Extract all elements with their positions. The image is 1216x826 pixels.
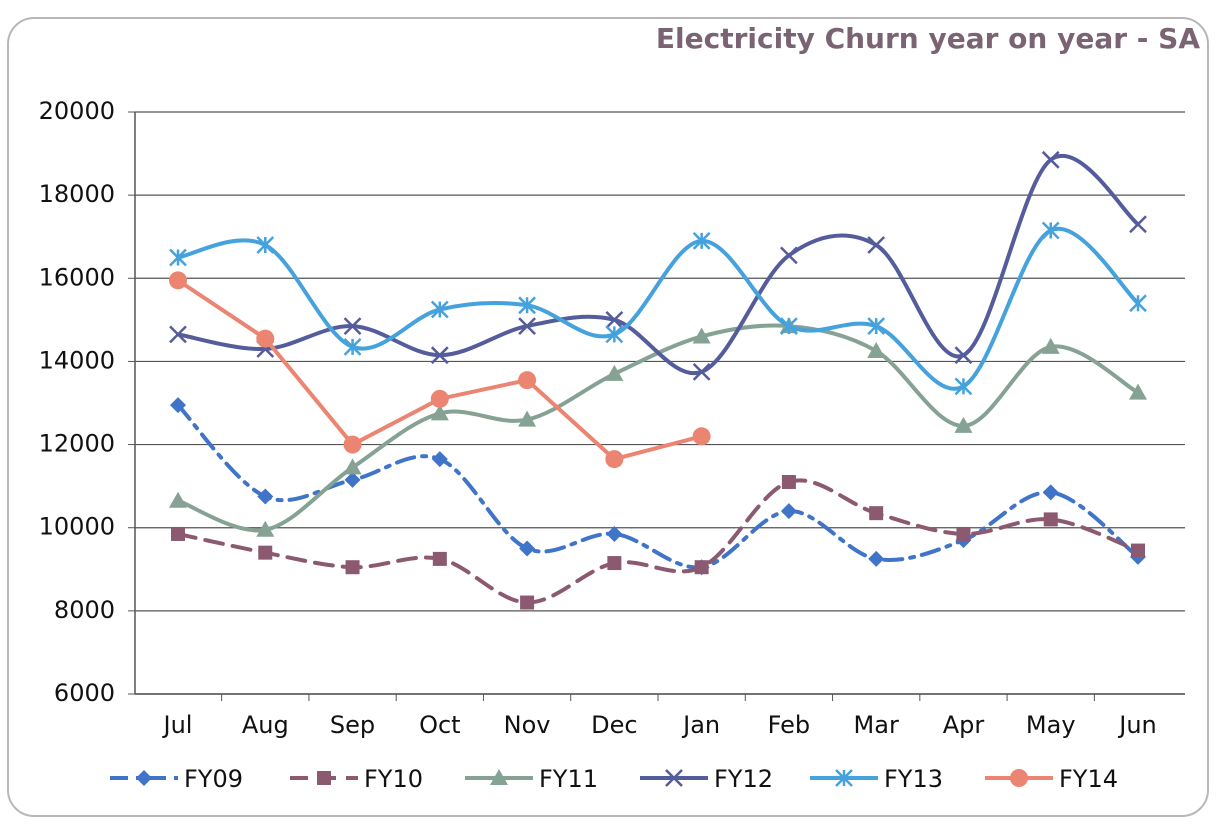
marker bbox=[954, 416, 973, 433]
marker bbox=[780, 246, 798, 265]
x-tick-label: May bbox=[1026, 711, 1076, 739]
legend-label: FY14 bbox=[1059, 765, 1118, 793]
marker bbox=[1131, 543, 1145, 558]
marker bbox=[256, 520, 275, 537]
marker bbox=[1041, 221, 1060, 240]
marker bbox=[518, 296, 536, 315]
marker bbox=[605, 450, 624, 469]
x-tick-label: Apr bbox=[943, 711, 985, 739]
marker bbox=[692, 327, 711, 344]
marker bbox=[780, 503, 797, 520]
chart-title: Electricity Churn year on year - SA bbox=[656, 22, 1200, 55]
marker bbox=[607, 556, 622, 571]
marker bbox=[867, 236, 886, 254]
y-tick-label: 12000 bbox=[39, 430, 115, 458]
x-tick-label: Dec bbox=[591, 711, 637, 739]
marker bbox=[519, 540, 536, 557]
marker bbox=[954, 346, 973, 365]
y-tick-label: 10000 bbox=[39, 513, 115, 541]
x-tick-label: Oct bbox=[419, 711, 461, 739]
marker bbox=[317, 771, 331, 785]
marker bbox=[956, 526, 971, 541]
marker bbox=[518, 371, 537, 390]
marker bbox=[605, 325, 624, 344]
x-tick-label: Sep bbox=[330, 711, 375, 739]
x-tick-label: Jan bbox=[681, 711, 720, 739]
marker bbox=[430, 300, 449, 319]
x-tick-label: Feb bbox=[768, 711, 811, 739]
x-tick-label: Nov bbox=[504, 711, 551, 739]
legend-label: FY13 bbox=[884, 765, 943, 793]
marker bbox=[171, 526, 185, 541]
marker bbox=[1010, 769, 1028, 787]
marker bbox=[605, 364, 624, 381]
marker bbox=[343, 435, 362, 454]
marker bbox=[1041, 337, 1060, 354]
marker bbox=[344, 471, 361, 488]
marker bbox=[430, 389, 449, 408]
marker bbox=[605, 310, 624, 329]
marker bbox=[431, 451, 448, 468]
marker bbox=[692, 427, 711, 446]
x-tick-label: Jun bbox=[1117, 711, 1157, 739]
marker bbox=[343, 317, 362, 335]
y-tick-label: 6000 bbox=[54, 679, 115, 707]
marker bbox=[780, 317, 798, 335]
marker bbox=[692, 362, 711, 381]
series-line bbox=[176, 226, 1140, 391]
marker bbox=[169, 491, 187, 508]
marker bbox=[258, 545, 273, 560]
marker bbox=[169, 271, 187, 290]
marker bbox=[1129, 383, 1147, 400]
marker bbox=[665, 769, 683, 787]
marker bbox=[694, 560, 709, 575]
marker bbox=[430, 404, 449, 421]
marker bbox=[432, 551, 447, 566]
marker bbox=[520, 595, 535, 610]
marker bbox=[490, 769, 508, 785]
marker bbox=[257, 488, 274, 505]
marker bbox=[343, 458, 362, 475]
marker bbox=[169, 248, 187, 267]
y-tick-label: 8000 bbox=[54, 596, 115, 624]
marker bbox=[256, 329, 275, 348]
marker bbox=[1041, 150, 1060, 169]
y-tick-label: 14000 bbox=[39, 346, 115, 374]
marker bbox=[867, 317, 886, 335]
marker bbox=[835, 769, 853, 787]
marker bbox=[170, 397, 186, 414]
marker bbox=[869, 506, 884, 521]
marker bbox=[1043, 512, 1058, 527]
marker bbox=[345, 560, 360, 575]
legend-label: FY09 bbox=[184, 765, 243, 793]
x-tick-label: Mar bbox=[854, 711, 899, 739]
y-tick-label: 20000 bbox=[39, 97, 115, 125]
legend-label: FY11 bbox=[539, 765, 598, 793]
marker bbox=[1042, 484, 1059, 501]
y-tick-label: 16000 bbox=[39, 263, 115, 291]
marker bbox=[518, 317, 536, 335]
y-tick-label: 18000 bbox=[39, 180, 115, 208]
chart-frame bbox=[7, 17, 1209, 817]
legend-label: FY12 bbox=[714, 765, 773, 793]
marker bbox=[954, 377, 973, 396]
marker bbox=[867, 342, 886, 359]
marker bbox=[518, 410, 537, 427]
legend-label: FY10 bbox=[364, 765, 423, 793]
marker bbox=[430, 346, 449, 365]
marker bbox=[1129, 215, 1147, 234]
x-tick-label: Aug bbox=[242, 711, 289, 739]
marker bbox=[343, 337, 362, 356]
marker bbox=[256, 236, 275, 254]
marker bbox=[1129, 294, 1147, 313]
marker bbox=[692, 231, 711, 250]
marker bbox=[606, 525, 623, 542]
series-line bbox=[176, 403, 1140, 570]
marker bbox=[868, 550, 885, 567]
marker bbox=[136, 770, 152, 786]
x-tick-label: Jul bbox=[162, 711, 193, 739]
marker bbox=[169, 325, 187, 344]
marker bbox=[781, 474, 796, 489]
